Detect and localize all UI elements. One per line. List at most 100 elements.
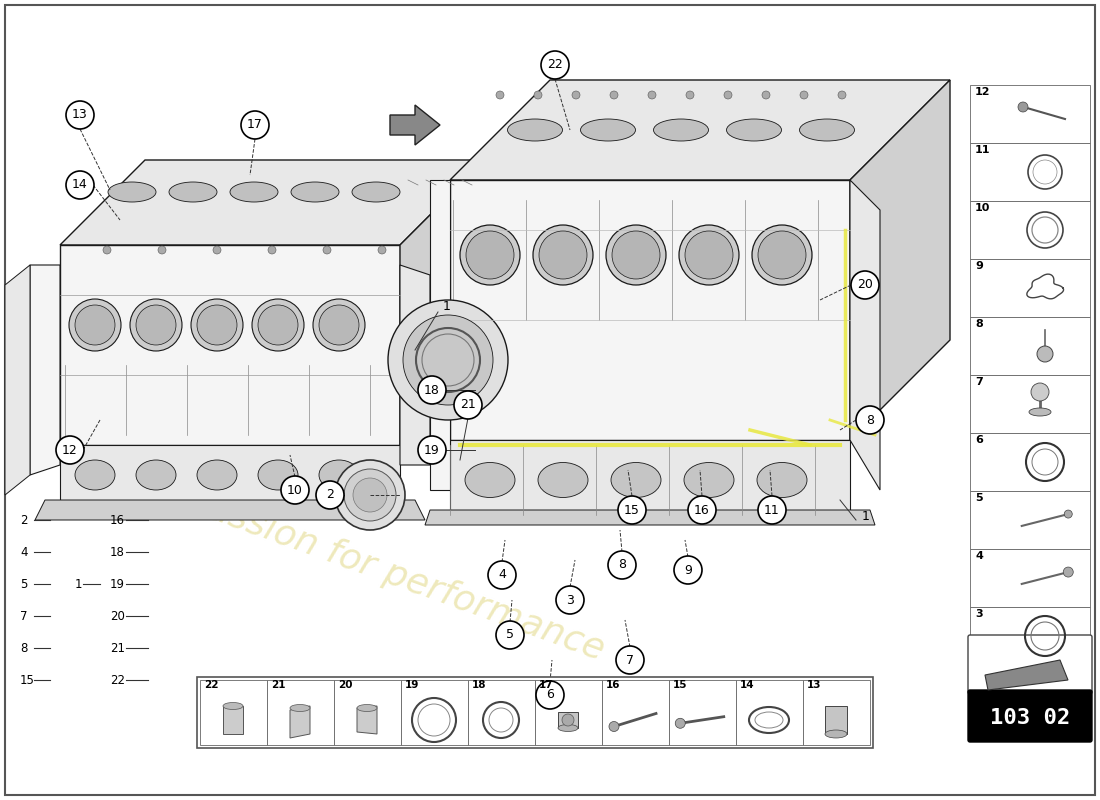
Bar — [468, 680, 535, 745]
Ellipse shape — [1028, 408, 1050, 416]
Text: 7: 7 — [975, 377, 982, 387]
Circle shape — [454, 391, 482, 419]
Circle shape — [1065, 510, 1072, 518]
Circle shape — [496, 621, 524, 649]
Polygon shape — [223, 706, 243, 734]
Ellipse shape — [684, 462, 734, 498]
Text: 1: 1 — [443, 300, 451, 313]
Bar — [803, 680, 870, 745]
Text: 20: 20 — [110, 610, 125, 622]
Circle shape — [403, 315, 493, 405]
Ellipse shape — [800, 119, 855, 141]
Circle shape — [856, 406, 884, 434]
Bar — [558, 712, 578, 728]
Ellipse shape — [465, 462, 515, 498]
Polygon shape — [850, 80, 950, 440]
Circle shape — [838, 91, 846, 99]
Polygon shape — [390, 105, 440, 145]
Ellipse shape — [757, 462, 807, 498]
Circle shape — [56, 436, 84, 464]
Bar — [602, 680, 669, 745]
Circle shape — [418, 436, 446, 464]
Polygon shape — [358, 706, 377, 734]
Text: 1: 1 — [862, 510, 870, 523]
Circle shape — [536, 681, 564, 709]
Circle shape — [724, 91, 732, 99]
Text: 17: 17 — [248, 118, 263, 131]
Text: 11: 11 — [975, 145, 990, 155]
Circle shape — [66, 101, 94, 129]
Circle shape — [688, 496, 716, 524]
Text: 10: 10 — [975, 203, 990, 213]
Ellipse shape — [319, 305, 359, 345]
Text: 13: 13 — [73, 109, 88, 122]
Ellipse shape — [223, 702, 243, 710]
Bar — [970, 201, 1090, 259]
Text: 18: 18 — [425, 383, 440, 397]
Bar — [197, 677, 873, 748]
Text: 6: 6 — [546, 689, 554, 702]
Polygon shape — [850, 180, 880, 490]
Ellipse shape — [558, 725, 578, 731]
Circle shape — [648, 91, 656, 99]
Text: 3: 3 — [975, 609, 982, 619]
Circle shape — [851, 271, 879, 299]
Circle shape — [323, 246, 331, 254]
Bar — [970, 85, 1090, 143]
Text: 20: 20 — [338, 680, 352, 690]
Text: 3: 3 — [566, 594, 574, 606]
Text: 18: 18 — [110, 546, 125, 558]
Text: 8: 8 — [20, 642, 28, 654]
Ellipse shape — [108, 182, 156, 202]
Text: 8: 8 — [975, 319, 982, 329]
Text: 16: 16 — [694, 503, 710, 517]
Text: 4: 4 — [498, 569, 506, 582]
Polygon shape — [400, 265, 430, 465]
Ellipse shape — [358, 705, 377, 711]
Bar — [267, 680, 334, 745]
Ellipse shape — [314, 299, 365, 351]
Ellipse shape — [252, 299, 304, 351]
Text: 2: 2 — [20, 514, 28, 526]
Ellipse shape — [197, 305, 236, 345]
Bar — [736, 680, 803, 745]
Text: 20: 20 — [857, 278, 873, 291]
Circle shape — [378, 246, 386, 254]
Text: 5: 5 — [506, 629, 514, 642]
Circle shape — [353, 478, 387, 512]
Text: 22: 22 — [547, 58, 563, 71]
Circle shape — [241, 111, 270, 139]
Text: 21: 21 — [271, 680, 286, 690]
Circle shape — [336, 460, 405, 530]
Polygon shape — [450, 180, 850, 440]
Circle shape — [758, 496, 786, 524]
Text: 16: 16 — [110, 514, 125, 526]
Text: 8: 8 — [618, 558, 626, 571]
Polygon shape — [6, 265, 30, 495]
Polygon shape — [60, 245, 400, 445]
Text: a passion for performance: a passion for performance — [150, 472, 609, 667]
Text: 22: 22 — [110, 674, 125, 686]
Ellipse shape — [319, 460, 359, 490]
Text: 7: 7 — [20, 610, 28, 622]
Polygon shape — [60, 160, 485, 245]
Circle shape — [418, 376, 446, 404]
Circle shape — [616, 646, 644, 674]
Ellipse shape — [507, 119, 562, 141]
FancyBboxPatch shape — [968, 690, 1092, 742]
Ellipse shape — [136, 305, 176, 345]
Text: 1: 1 — [75, 578, 82, 590]
Text: 21: 21 — [110, 642, 125, 654]
Text: eurocars: eurocars — [220, 210, 695, 541]
Polygon shape — [984, 660, 1068, 690]
Text: 18: 18 — [472, 680, 486, 690]
Text: 22: 22 — [204, 680, 219, 690]
Polygon shape — [60, 445, 400, 505]
Ellipse shape — [290, 705, 310, 711]
Ellipse shape — [292, 182, 339, 202]
Ellipse shape — [466, 231, 514, 279]
Text: 15: 15 — [20, 674, 35, 686]
Bar — [970, 317, 1090, 375]
Ellipse shape — [534, 225, 593, 285]
Text: 19: 19 — [110, 578, 125, 590]
